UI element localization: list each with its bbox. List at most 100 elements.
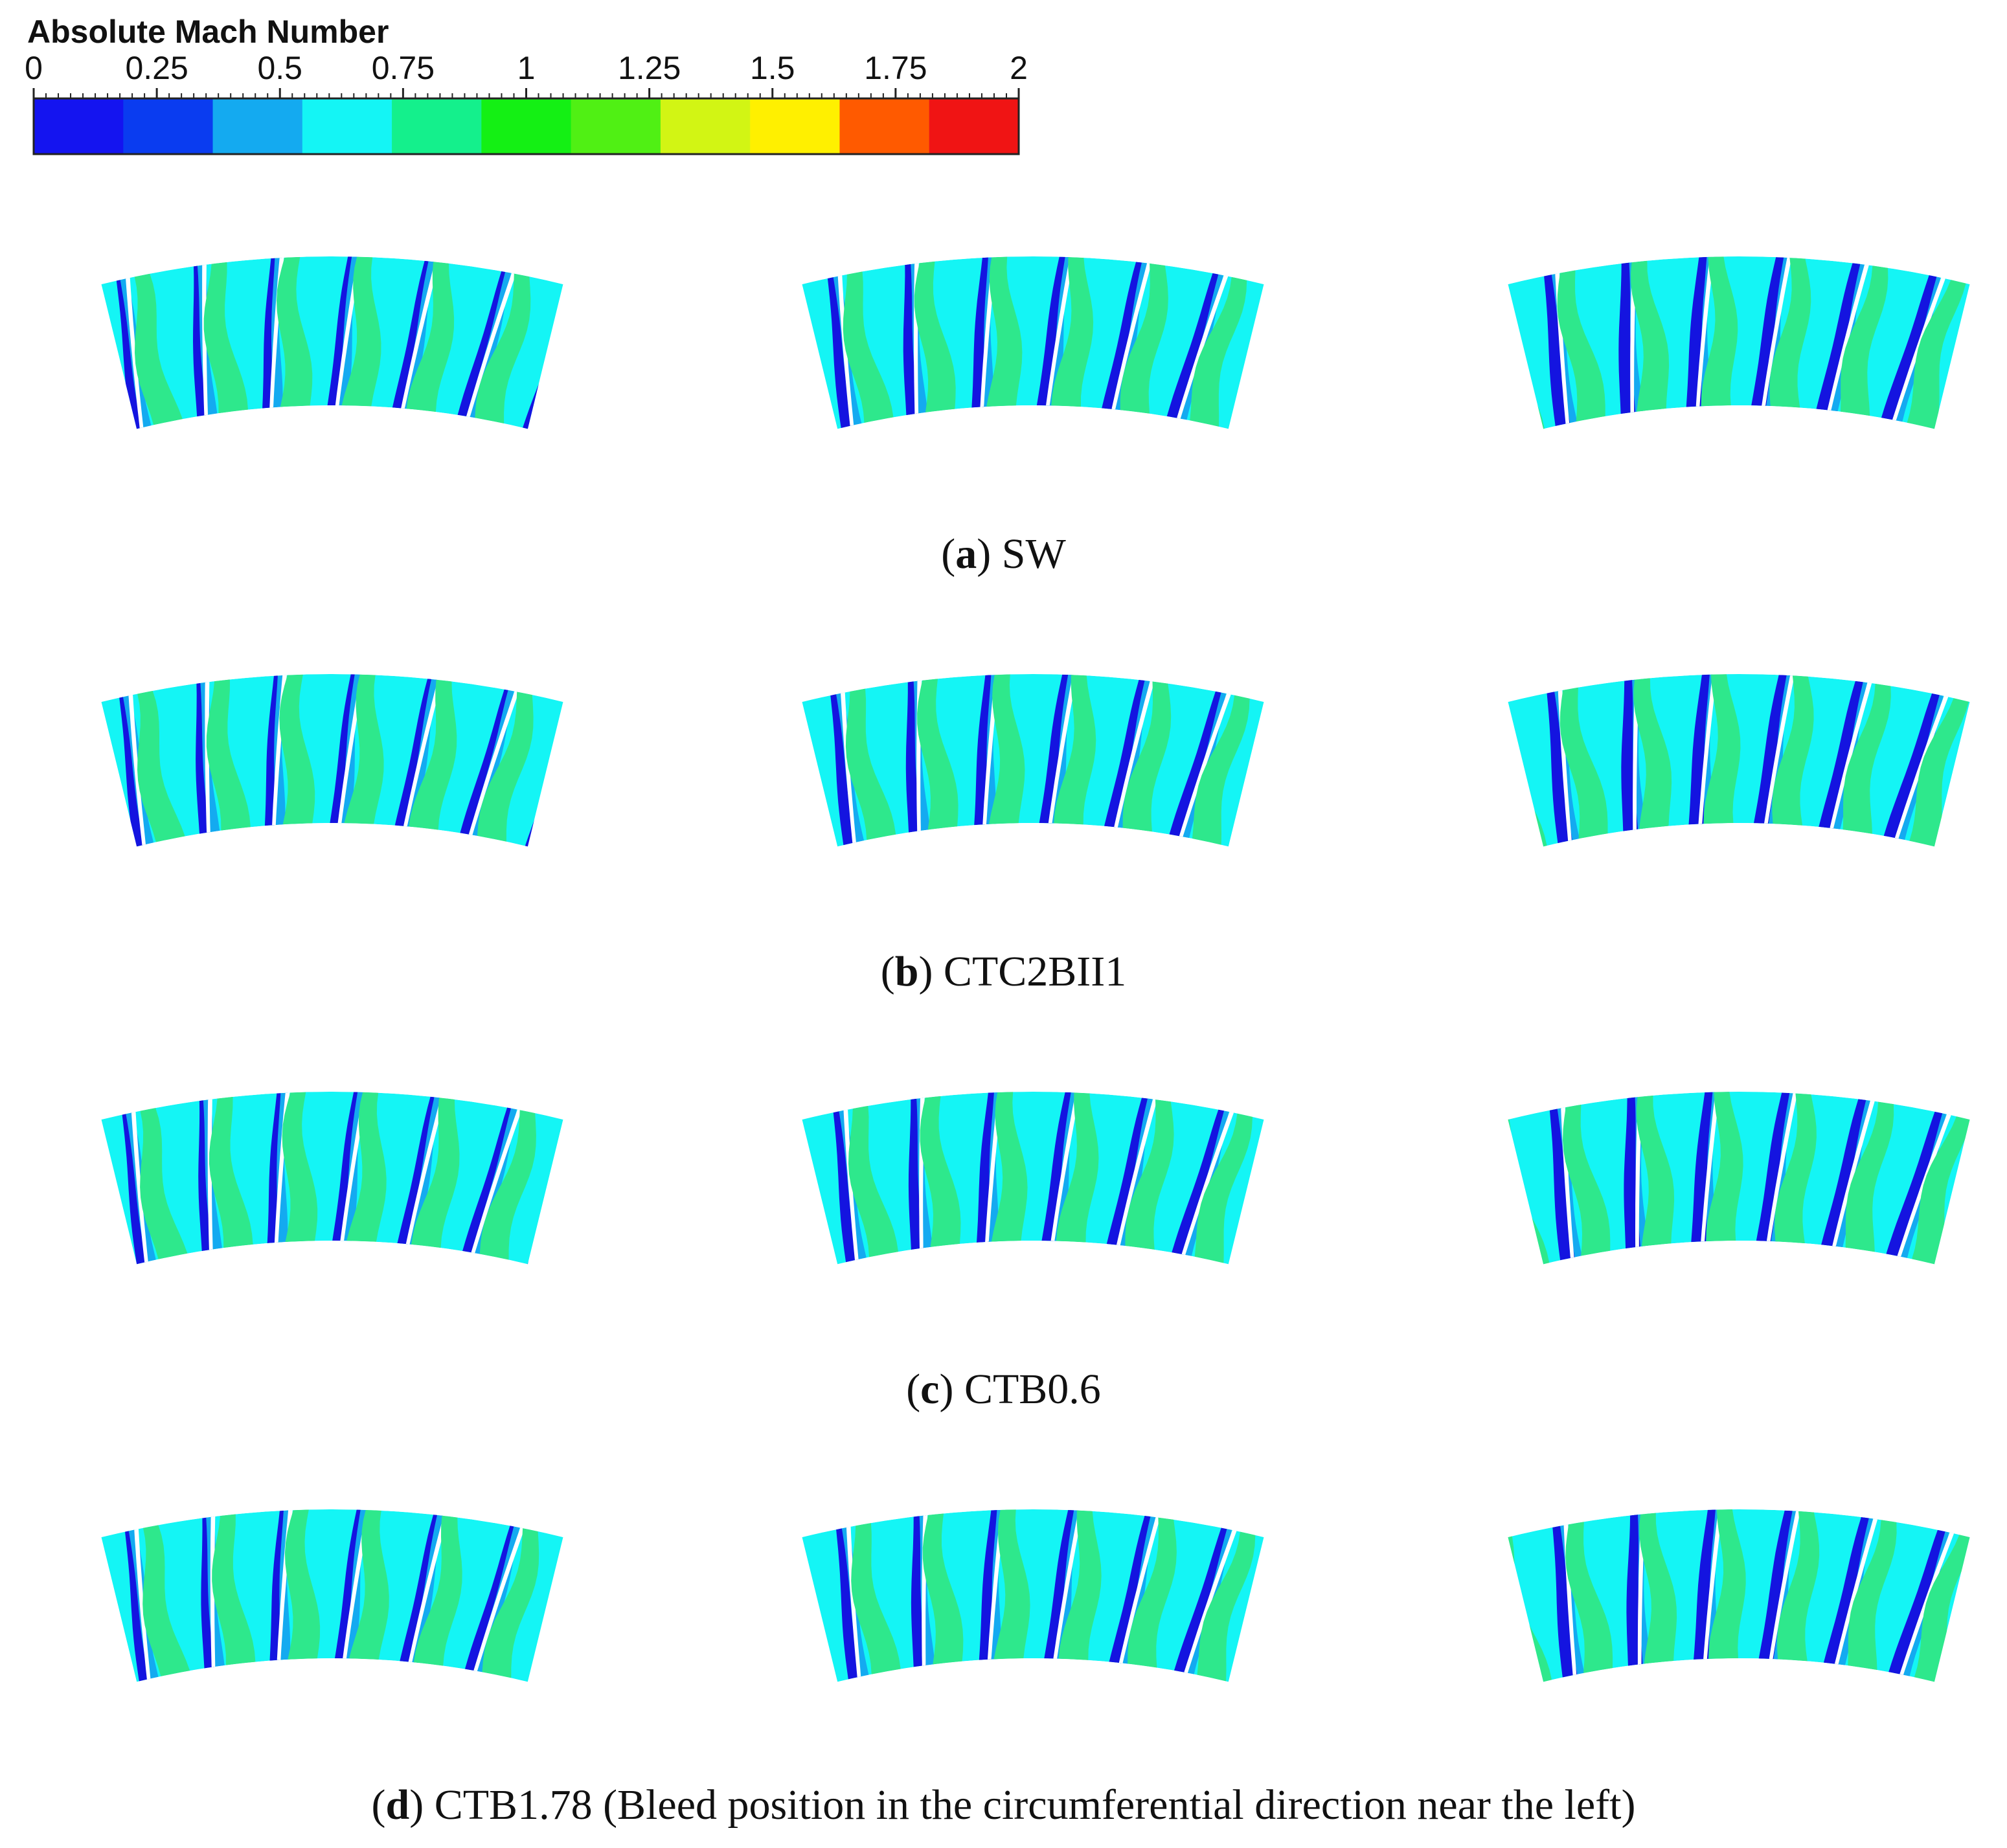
wake-region <box>209 1096 253 1248</box>
blade-gap <box>1701 1092 1720 1242</box>
blade-gap <box>1964 1552 1970 1682</box>
wake-region <box>409 679 457 830</box>
wake-region <box>1777 1511 1820 1662</box>
blade-gap <box>1830 682 1872 829</box>
wake-region <box>1843 683 1891 834</box>
low-mach-core <box>392 260 429 409</box>
low-mach-core <box>1694 1509 1716 1660</box>
wake-region <box>1190 276 1247 427</box>
wake-region <box>1128 1517 1177 1668</box>
low-mach-core <box>1041 1092 1071 1241</box>
blade-gap <box>1703 1509 1723 1660</box>
contour-plot-d-1 <box>101 1509 563 1682</box>
contour-plot-d-3 <box>1508 1509 1970 1682</box>
wake-region <box>341 256 381 407</box>
low-mach-core <box>979 1510 997 1660</box>
wake-region <box>140 1108 188 1259</box>
low-mach-core <box>457 271 506 417</box>
legend-swatch <box>392 98 482 154</box>
wake-region <box>1706 1092 1743 1241</box>
wake-region <box>1557 270 1605 422</box>
blade-gap <box>466 273 516 417</box>
legend-tick-label: 2 <box>1010 50 1028 86</box>
legend-swatch <box>302 98 392 154</box>
wake-region <box>212 1514 256 1665</box>
blade-gap <box>1053 1510 1083 1659</box>
blade-gap <box>1050 1092 1080 1241</box>
low-mach-core <box>1821 1099 1866 1246</box>
wake-region <box>1631 260 1670 412</box>
low-mach-core <box>1106 1098 1148 1245</box>
low-mach-core <box>193 265 207 417</box>
wake-region <box>845 688 896 840</box>
wake-region <box>1194 1113 1253 1263</box>
wake-region <box>406 262 455 412</box>
contour-plot-c-3 <box>1508 1091 1970 1265</box>
contour-plot-b-2 <box>802 674 1264 847</box>
blade-gap <box>1114 681 1155 828</box>
wake-region <box>1559 687 1608 839</box>
blade-gap <box>1184 1529 1237 1673</box>
low-mach-core <box>1174 1527 1227 1673</box>
wake-region <box>1845 1101 1894 1252</box>
low-mach-core <box>1036 256 1065 406</box>
blade-gap <box>401 262 439 409</box>
blade-gap <box>1111 263 1151 410</box>
legend-swatch <box>212 98 303 154</box>
wake-region <box>346 1092 387 1242</box>
blade-gap <box>134 1529 151 1680</box>
wake-region <box>282 1092 318 1243</box>
blade-gap <box>468 691 519 835</box>
low-mach-core <box>1691 1092 1713 1243</box>
legend-tick-label: 1.5 <box>750 50 795 86</box>
wake-region <box>1120 263 1168 414</box>
wake-region <box>1563 1104 1611 1256</box>
low-mach-core <box>198 1100 212 1252</box>
contour-plot-a-1 <box>101 256 563 429</box>
low-mach-core <box>394 679 432 826</box>
legend-swatch <box>123 98 214 154</box>
legend-tick-label: 1 <box>517 50 536 86</box>
low-mach-core <box>1881 275 1937 421</box>
low-mach-core <box>464 1526 514 1671</box>
wake-region <box>134 273 183 425</box>
wake-region <box>101 709 117 847</box>
contour-plot-d-2 <box>802 1509 1264 1682</box>
low-mach-core <box>1102 262 1142 410</box>
wake-region <box>142 1525 190 1676</box>
low-mach-core <box>1044 1510 1074 1659</box>
contour-plot-b-3 <box>1508 674 1970 847</box>
low-mach-core <box>1758 1510 1793 1660</box>
wake-region <box>203 262 248 414</box>
blade-gap <box>1769 1511 1800 1660</box>
wake-region <box>277 256 313 407</box>
legend-swatch <box>839 98 930 154</box>
blade-gap <box>1958 715 1970 847</box>
low-mach-core <box>330 674 355 824</box>
wake-region <box>101 293 115 429</box>
low-mach-core <box>1754 675 1787 824</box>
blade-gap <box>1179 693 1231 837</box>
contour-plot-c-2 <box>802 1091 1264 1265</box>
low-mach-core <box>400 1515 437 1662</box>
low-mach-core <box>1166 273 1219 419</box>
wake-region <box>1848 1520 1897 1671</box>
contour-plot-b-1 <box>101 674 563 847</box>
legend-tick-label: 0.75 <box>372 50 435 86</box>
wake-region <box>344 674 384 824</box>
wake-region <box>349 1509 389 1660</box>
blade-gap <box>1048 675 1077 824</box>
low-mach-core <box>1751 257 1784 406</box>
wake-region <box>917 679 958 830</box>
low-mach-core <box>119 697 144 847</box>
blade-gap <box>1695 256 1714 407</box>
low-mach-band <box>1956 1131 1970 1265</box>
blade-gap <box>1764 675 1795 824</box>
wake-region <box>1907 280 1966 429</box>
low-mach-core <box>1172 1109 1225 1255</box>
wake-region <box>1841 265 1888 416</box>
wake-region <box>1769 258 1811 408</box>
blade-gap <box>403 679 442 827</box>
caption-a: (a) SW <box>941 530 1066 578</box>
wake-region <box>1056 1092 1099 1243</box>
